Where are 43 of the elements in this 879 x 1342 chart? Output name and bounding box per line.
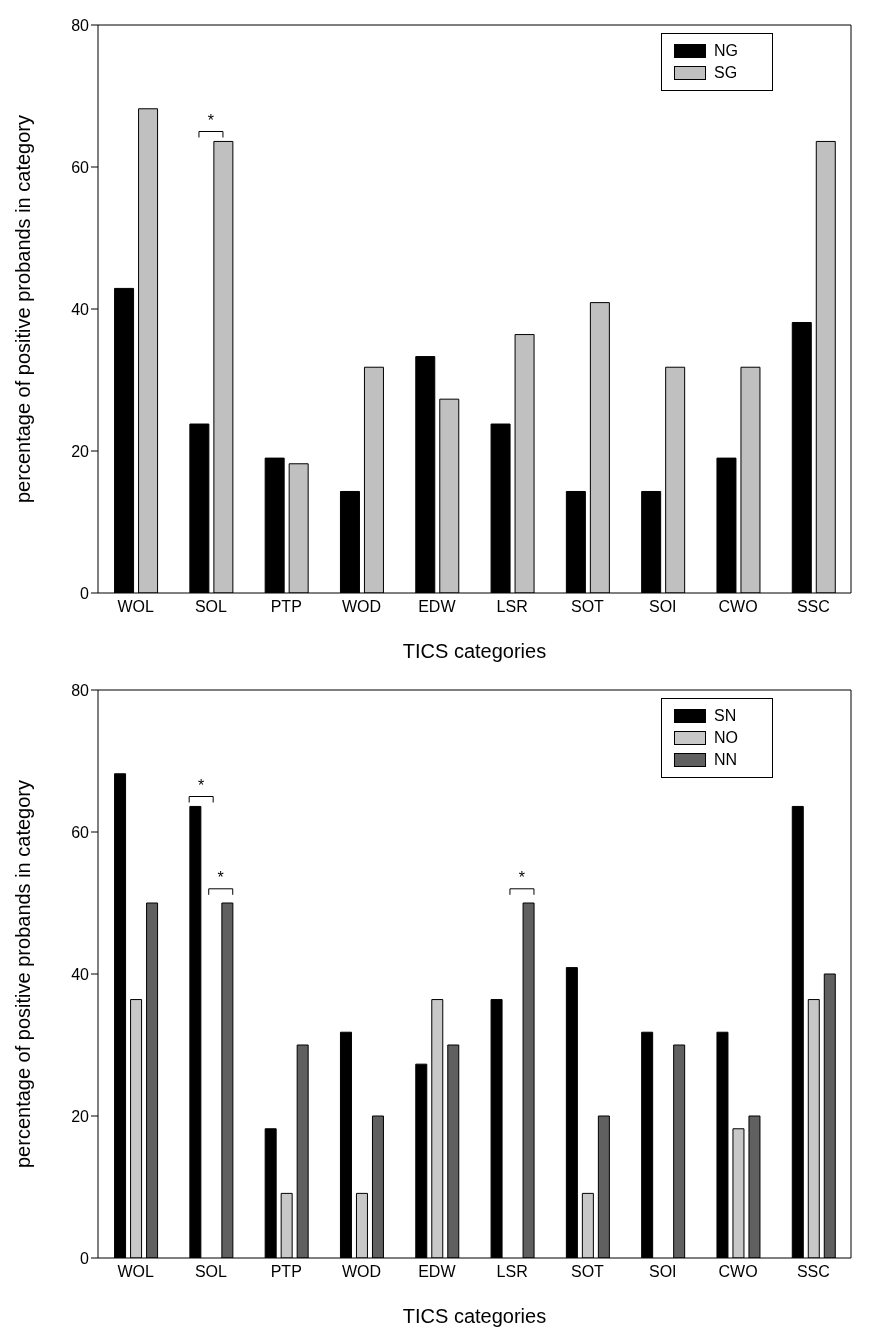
legend-label: NG — [714, 41, 738, 61]
annotation: * — [207, 111, 215, 129]
x-tick-label: SOL — [194, 598, 228, 616]
x-tick-label: PTP — [270, 598, 302, 616]
y-tick-label: 60 — [71, 158, 90, 176]
x-tick-label: WOL — [117, 598, 154, 616]
x-tick-label: SOT — [571, 598, 605, 616]
y-tick-label: 20 — [71, 1107, 90, 1125]
x-tick-label: SSC — [796, 598, 830, 616]
x-tick-label: CWO — [718, 1263, 758, 1281]
x-tick-label: WOL — [117, 1263, 154, 1281]
x-tick-label: SOI — [648, 1263, 677, 1281]
x-tick-label: EDW — [418, 598, 457, 616]
x-tick-label: CWO — [718, 598, 758, 616]
annotation: * — [217, 868, 224, 886]
legend-label: SG — [714, 63, 738, 83]
y-tick-label: 40 — [71, 965, 90, 983]
y-axis-title: percentage of positive probands in category — [12, 114, 35, 504]
y-tick-label: 0 — [80, 1249, 90, 1267]
x-tick-label: LSR — [496, 598, 528, 616]
x-tick-label: WOD — [342, 1263, 382, 1281]
x-tick-label: SSC — [796, 1263, 830, 1281]
x-tick-label: SOI — [648, 598, 677, 616]
annotation: * — [518, 868, 526, 886]
legend-label: NO — [714, 728, 738, 748]
legend-label: NN — [714, 750, 738, 770]
legend-label: SN — [714, 706, 737, 726]
x-axis-title: TICS categories — [402, 1305, 547, 1327]
y-tick-label: 20 — [71, 442, 90, 460]
y-tick-label: 0 — [80, 584, 90, 602]
x-tick-label: LSR — [496, 1263, 528, 1281]
y-tick-label: 80 — [71, 16, 90, 34]
y-tick-label: 40 — [71, 300, 90, 318]
x-axis-title: TICS categories — [402, 640, 547, 662]
annotation: * — [198, 776, 205, 794]
x-tick-label: WOD — [342, 598, 382, 616]
y-axis-title: percentage of positive probands in category — [12, 779, 35, 1169]
y-tick-label: 80 — [71, 681, 90, 699]
x-tick-label: SOT — [571, 1263, 605, 1281]
y-tick-label: 60 — [71, 823, 90, 841]
x-tick-label: SOL — [194, 1263, 228, 1281]
x-tick-label: PTP — [270, 1263, 302, 1281]
x-tick-label: EDW — [418, 1263, 457, 1281]
